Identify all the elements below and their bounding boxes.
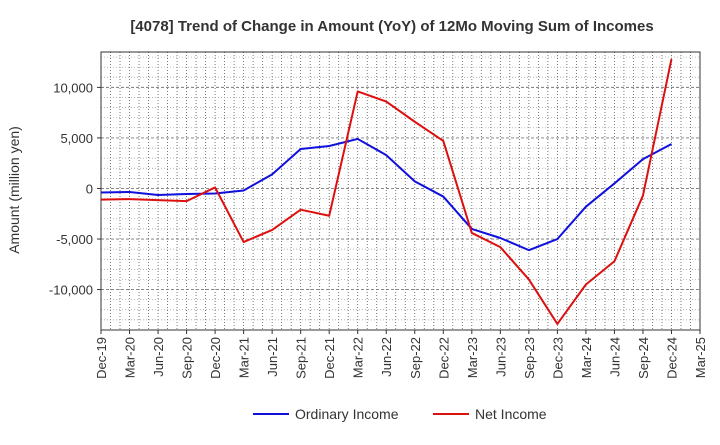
x-tick-label: Dec-21 [322, 337, 337, 379]
x-tick-label: Sep-22 [408, 337, 423, 379]
x-tick-label: Mar-20 [123, 337, 138, 378]
x-tick-label: Jun-20 [151, 337, 166, 377]
x-tick-label: Dec-23 [550, 337, 565, 379]
x-tick-label: Mar-25 [693, 337, 708, 378]
x-tick-label: Dec-24 [664, 337, 679, 379]
y-tick-label: -10,000 [49, 283, 93, 298]
y-axis-label: Amount (million yen) [6, 126, 22, 254]
chart-title: [4078] Trend of Change in Amount (YoY) o… [130, 18, 653, 35]
x-tick-label: Sep-24 [636, 337, 651, 379]
x-tick-label: Jun-24 [607, 337, 622, 377]
legend-label-net-income: Net Income [475, 406, 547, 422]
legend: Ordinary Income Net Income [253, 406, 547, 422]
y-tick-label: 0 [86, 181, 93, 196]
x-tick-label: Dec-19 [94, 337, 109, 379]
y-axis-ticks: 10,000 5,000 0 -5,000 -10,000 [49, 80, 101, 298]
legend-label-ordinary-income: Ordinary Income [295, 406, 399, 422]
series-line-ordinary-income [100, 137, 672, 252]
grid-layer [100, 52, 701, 331]
x-tick-label: Jun-21 [265, 337, 280, 377]
series-line-net-income [100, 58, 673, 325]
x-tick-label: Dec-22 [436, 337, 451, 379]
y-tick-label: 10,000 [53, 80, 93, 95]
plot-border [100, 51, 701, 331]
y-tick-label: -5,000 [56, 232, 93, 247]
x-tick-label: Sep-23 [522, 337, 537, 379]
x-axis-ticks: Dec-19 Mar-20 Jun-20 Sep-20 Dec-20 Mar-21 Jun-… [94, 330, 708, 379]
x-tick-label: Sep-21 [294, 337, 309, 379]
x-tick-label: Mar-23 [465, 337, 480, 378]
series-layer [100, 58, 673, 325]
x-tick-label: Jun-23 [493, 337, 508, 377]
x-tick-label: Sep-20 [180, 337, 195, 379]
y-tick-label: 5,000 [60, 131, 93, 146]
x-tick-label: Mar-22 [351, 337, 366, 378]
x-tick-label: Mar-24 [579, 337, 594, 378]
x-tick-label: Dec-20 [208, 337, 223, 379]
plot-frame [100, 51, 701, 331]
x-tick-label: Mar-21 [237, 337, 252, 378]
x-tick-label: Jun-22 [379, 337, 394, 377]
